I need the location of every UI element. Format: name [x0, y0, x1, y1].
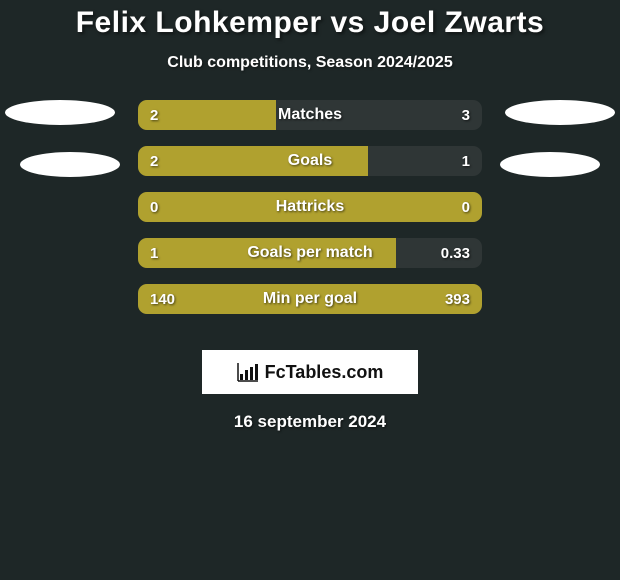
bar-value-right: 0.33: [429, 238, 482, 268]
bar-value-right: 0: [450, 192, 482, 222]
bar-value-left: 2: [138, 100, 170, 130]
player-ellipse: [500, 152, 600, 177]
brand-box[interactable]: FcTables.com: [202, 350, 418, 394]
bar-row: Goals per match10.33: [138, 238, 482, 268]
bar-row: Goals2 1: [138, 146, 482, 176]
subtitle: Club competitions, Season 2024/2025: [0, 54, 620, 72]
bar-row: Hattricks0 0: [138, 192, 482, 222]
bar-value-left: 0: [138, 192, 170, 222]
bar-label: Min per goal: [138, 284, 482, 314]
bar-row: Matches2 3: [138, 100, 482, 130]
bar-value-left: 2: [138, 146, 170, 176]
bar-rows: Matches23Goals21Hattricks00Goals per mat…: [138, 100, 482, 330]
page-title: Felix Lohkemper vs Joel Zwarts: [0, 0, 620, 40]
date-line: 16 september 2024: [0, 412, 620, 432]
bar-label: Hattricks: [138, 192, 482, 222]
bar-label: Matches: [138, 100, 482, 130]
bar-value-left: 140: [138, 284, 187, 314]
player-ellipse: [5, 100, 115, 125]
bars-icon: [237, 362, 259, 382]
bar-label: Goals: [138, 146, 482, 176]
player-ellipse: [20, 152, 120, 177]
page-root: Felix Lohkemper vs Joel Zwarts Club comp…: [0, 0, 620, 580]
bar-value-right: 393: [433, 284, 482, 314]
brand-text: FcTables.com: [265, 362, 384, 383]
bar-row: Min per goal140 393: [138, 284, 482, 314]
comparison-chart: Matches23Goals21Hattricks00Goals per mat…: [0, 100, 620, 330]
left-player-shapes: [0, 100, 120, 200]
right-player-shapes: [500, 100, 620, 200]
bar-value-left: 1: [138, 238, 170, 268]
bar-value-right: 3: [450, 100, 482, 130]
bar-value-right: 1: [450, 146, 482, 176]
player-ellipse: [505, 100, 615, 125]
